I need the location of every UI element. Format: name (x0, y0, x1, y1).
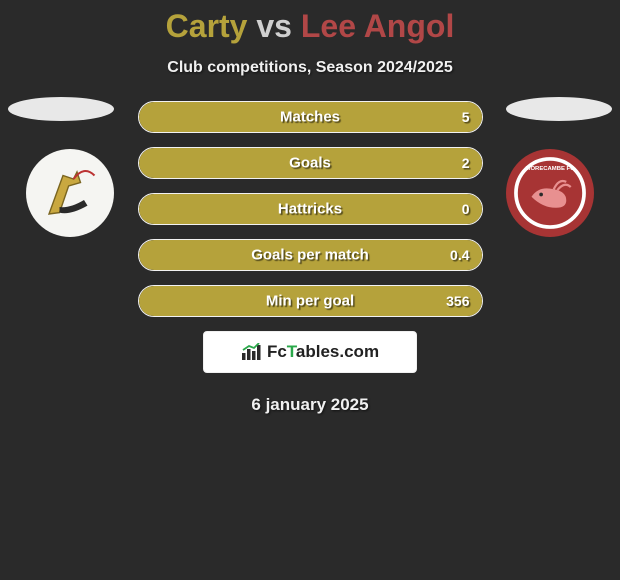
date-label: 6 january 2025 (0, 395, 620, 415)
stat-row: Hattricks 0 (138, 193, 483, 225)
stat-value-right: 0.4 (450, 247, 469, 263)
club-crest-left-icon (35, 158, 105, 228)
subtitle: Club competitions, Season 2024/2025 (0, 59, 620, 77)
stat-rows: Matches 5 Goals 2 Hattricks 0 Goals per match 0… (138, 101, 483, 317)
brand-box[interactable]: FcTables.com (203, 331, 417, 373)
player2-club-badge: MORECAMBE FC (506, 149, 594, 237)
stat-value-right: 5 (462, 109, 470, 125)
brand-pre: Fc (267, 342, 287, 361)
stat-row: Goals 2 (138, 147, 483, 179)
stat-value-right: 0 (462, 201, 470, 217)
stats-block: MORECAMBE FC Matches 5 Goals 2 Hattricks 0 Goa… (0, 101, 620, 317)
stat-value-right: 356 (446, 293, 469, 309)
brand-accent: T (287, 342, 296, 361)
stat-label: Min per goal (266, 293, 354, 310)
stat-label: Matches (280, 109, 340, 126)
stat-row: Min per goal 356 (138, 285, 483, 317)
player1-name: Carty (166, 8, 248, 44)
player2-name: Lee Angol (301, 8, 454, 44)
stat-value-right: 2 (462, 155, 470, 171)
stat-label: Goals (289, 155, 331, 172)
stat-row: Matches 5 (138, 101, 483, 133)
brand-post: ables.com (296, 342, 379, 361)
player1-ellipse (8, 97, 114, 121)
stat-row: Goals per match 0.4 (138, 239, 483, 271)
player2-ellipse (506, 97, 612, 121)
stat-label: Goals per match (251, 247, 369, 264)
stat-label: Hattricks (278, 201, 342, 218)
comparison-title: Carty vs Lee Angol (0, 8, 620, 45)
vs-separator: vs (256, 8, 292, 44)
svg-text:MORECAMBE FC: MORECAMBE FC (526, 166, 576, 172)
player1-club-badge (26, 149, 114, 237)
club-crest-right-icon: MORECAMBE FC (513, 156, 587, 230)
bar-chart-icon (241, 343, 263, 361)
brand-text: FcTables.com (267, 342, 379, 362)
